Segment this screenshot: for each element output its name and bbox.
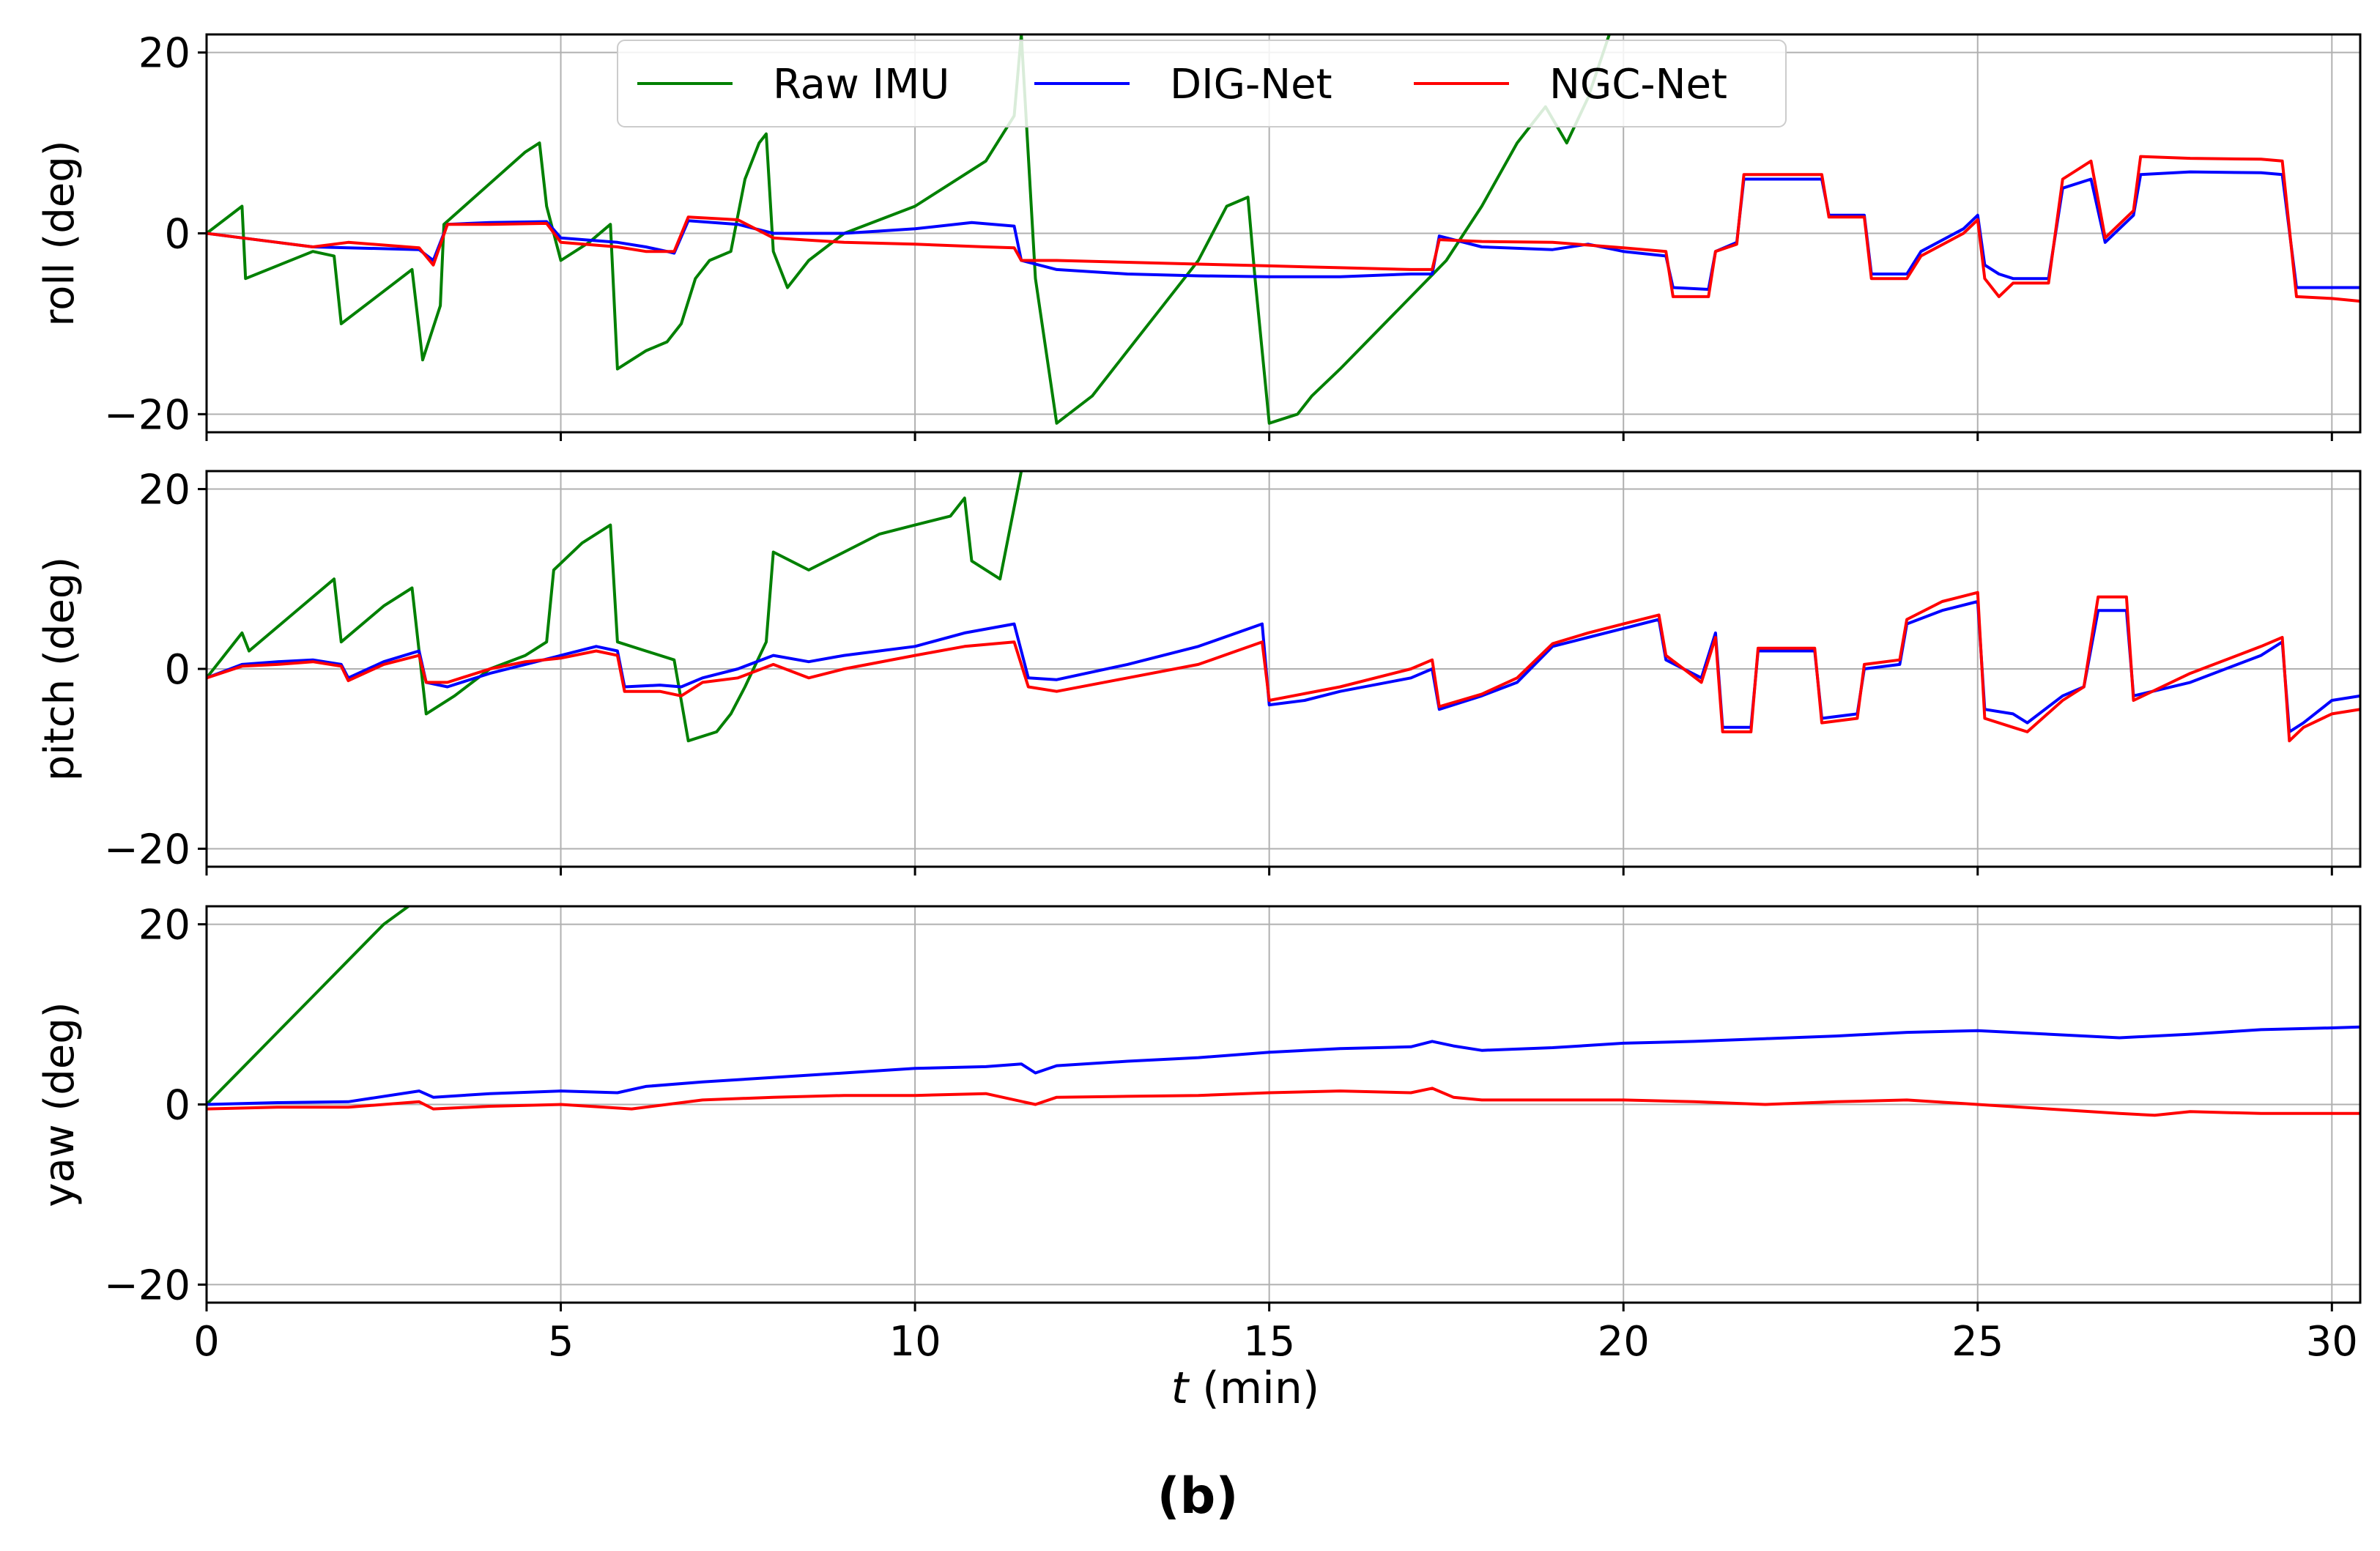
legend-label-dig-net: DIG-Net — [1170, 61, 1332, 108]
series-group-roll — [207, 34, 2360, 425]
x-tick-label: 30 — [2306, 1318, 2358, 1366]
x-tick-label: 0 — [193, 1318, 220, 1366]
series-line-ngc-net — [207, 155, 2360, 303]
series-group-yaw — [207, 906, 2360, 1117]
x-axis-variable: t — [1171, 1363, 1190, 1414]
y-tick-label: −20 — [104, 1262, 190, 1309]
y-tick-label: −20 — [104, 826, 190, 873]
legend-label-raw-imu: Raw IMU — [773, 61, 949, 108]
legend: Raw IMU DIG-Net NGC-Net — [617, 40, 1787, 127]
x-tick-label: 15 — [1243, 1318, 1295, 1366]
figure-caption: (b) — [1157, 1467, 1239, 1525]
y-tick-label: 20 — [138, 902, 190, 950]
series-line-dig-net — [207, 1025, 2360, 1106]
y-tick-label: 20 — [138, 30, 190, 78]
panel-pitch: −20 0 20 pitch (deg) — [36, 467, 2362, 876]
y-tick-label: 20 — [138, 467, 190, 514]
series-line-raw-imu — [207, 471, 1023, 743]
series-line-raw-imu — [207, 906, 409, 1106]
y-tick-label: 0 — [164, 1082, 190, 1130]
x-tick-label: 10 — [889, 1318, 941, 1366]
x-tick-label: 5 — [548, 1318, 574, 1366]
series-line-raw-imu — [207, 34, 1611, 425]
y-axis-label: roll (deg) — [36, 140, 84, 326]
y-tick-label: 0 — [164, 646, 190, 694]
y-axis-label: yaw (deg) — [36, 1002, 84, 1207]
legend-box — [617, 40, 1787, 127]
x-tick-label: 20 — [1598, 1318, 1650, 1366]
series-line-ngc-net — [207, 1087, 2360, 1117]
y-axis-label: pitch (deg) — [36, 557, 84, 781]
legend-label-ngc-net: NGC-Net — [1549, 61, 1727, 108]
panel-roll: −20 0 20 roll (deg) Raw IMU DIG-Net NGC-Net — [36, 30, 2362, 441]
x-axis-unit: (min) — [1188, 1363, 1319, 1414]
x-tick-label: 25 — [1951, 1318, 2003, 1366]
y-tick-label: 0 — [164, 211, 190, 259]
y-tick-label: −20 — [104, 391, 190, 439]
series-group-pitch — [207, 471, 2360, 743]
series-line-ngc-net — [207, 591, 2360, 743]
x-axis-label: t (min) — [1171, 1363, 1320, 1414]
